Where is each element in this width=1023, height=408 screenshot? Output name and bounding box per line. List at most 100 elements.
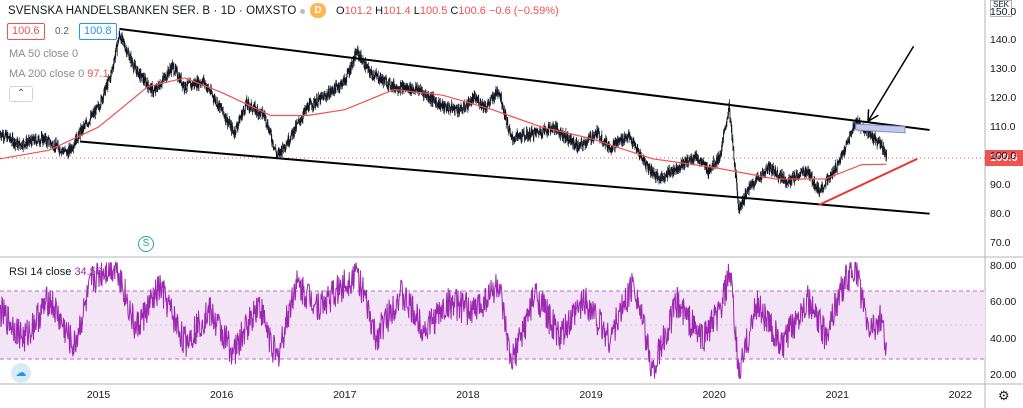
candle-body (651, 166, 652, 174)
candle-body (730, 121, 732, 125)
rsi-tick-label: 60.00 (990, 296, 1017, 309)
candle-body (831, 172, 833, 175)
candle-body (587, 139, 588, 143)
candle-body (829, 176, 830, 181)
candle-body (626, 136, 627, 139)
candle-body (607, 144, 609, 149)
drawing-layer[interactable] (79, 27, 930, 215)
candle-body (703, 162, 705, 164)
candle-body (692, 154, 694, 161)
candle-body (785, 179, 786, 184)
candle-body (378, 80, 380, 82)
candle-body (654, 173, 656, 180)
candle-body (274, 147, 276, 149)
candle-body (671, 170, 673, 175)
rsi-legend[interactable]: RSI 14 close 34.56 (9, 266, 102, 278)
candle-body (509, 131, 511, 135)
candle-body (629, 134, 630, 138)
candle-body (589, 135, 591, 139)
candle-body (3, 138, 5, 140)
candle-body (580, 140, 582, 147)
candle-body (692, 160, 693, 162)
candle-body (192, 82, 193, 86)
candle-body (29, 137, 30, 143)
candle-body (388, 79, 390, 81)
candle-body (567, 134, 569, 143)
candle-body (126, 48, 127, 55)
candle-body (6, 134, 7, 137)
candle-body (804, 173, 806, 175)
candle-body (792, 176, 793, 178)
candle-body (609, 149, 611, 151)
candle-body (571, 140, 573, 144)
candle-body (648, 166, 650, 168)
candle-body (216, 105, 218, 106)
candle-body (751, 185, 752, 187)
candle-body (514, 138, 516, 141)
candle-body (136, 70, 137, 75)
candle-body (247, 100, 249, 107)
gear-icon[interactable]: ⚙ (998, 388, 1010, 403)
candle-body (675, 168, 677, 170)
candle-body (193, 82, 195, 86)
candle-body (336, 84, 338, 86)
candle-body (441, 101, 443, 106)
currency-badge[interactable]: SEK (990, 0, 1012, 17)
candle-body (556, 125, 558, 133)
candle-body (31, 141, 32, 146)
candle-body (877, 140, 879, 144)
candle-body (591, 139, 593, 141)
candle-body (173, 65, 175, 74)
candle-body (130, 55, 132, 64)
candle-body (172, 63, 174, 65)
split-event-icon[interactable]: S (138, 236, 154, 252)
candle-body (651, 172, 653, 174)
candle-body (118, 33, 120, 39)
candle-body (766, 167, 768, 169)
candle-body (662, 176, 664, 180)
candle-body (95, 105, 97, 115)
candle-body (618, 140, 619, 143)
candle-body (356, 51, 357, 55)
candle-body (217, 101, 219, 106)
collapse-legend-button[interactable]: ⌃ (9, 86, 33, 102)
candle-body (698, 161, 700, 163)
candle-body (558, 133, 560, 135)
candle-body (194, 81, 196, 85)
tradingview-logo-icon[interactable]: ☁ (11, 363, 31, 383)
candle-body (839, 160, 841, 162)
delayed-badge[interactable]: D (310, 3, 326, 18)
candle-body (687, 156, 688, 166)
candle-body (289, 140, 290, 144)
candle-body (371, 76, 373, 79)
candle-body (877, 143, 878, 146)
candle-body (224, 116, 225, 118)
candle-body (591, 140, 592, 142)
rsi-tick-label: 80.00 (990, 260, 1017, 273)
candle-body (538, 131, 540, 135)
candle-body (334, 84, 335, 94)
candle-body (200, 82, 202, 84)
candle-body (825, 179, 827, 187)
candle-body (710, 169, 712, 171)
ma200-legend[interactable]: MA 200 close 0 97.1 (9, 68, 109, 80)
symbol-title[interactable]: SVENSKA HANDELSBANKEN SER. B · 1D · OMXS… (8, 5, 297, 17)
candle-body (304, 108, 305, 114)
candle-body (520, 133, 521, 137)
candle-body (743, 196, 745, 203)
ma50-legend[interactable]: MA 50 close 0 (9, 48, 78, 60)
candle-body (80, 127, 82, 131)
candle-body (490, 97, 491, 101)
sell-button[interactable]: 100.6 (7, 23, 45, 40)
candle-body (635, 147, 637, 149)
candle-body (196, 86, 197, 88)
candle-body (135, 69, 137, 71)
buy-button[interactable]: 100.8 (79, 23, 117, 40)
candle-body (87, 124, 89, 126)
candle-body (556, 124, 557, 133)
candle-body (391, 83, 392, 89)
candle-body (380, 74, 382, 82)
candle-body (13, 139, 15, 145)
candle-body (418, 89, 420, 93)
